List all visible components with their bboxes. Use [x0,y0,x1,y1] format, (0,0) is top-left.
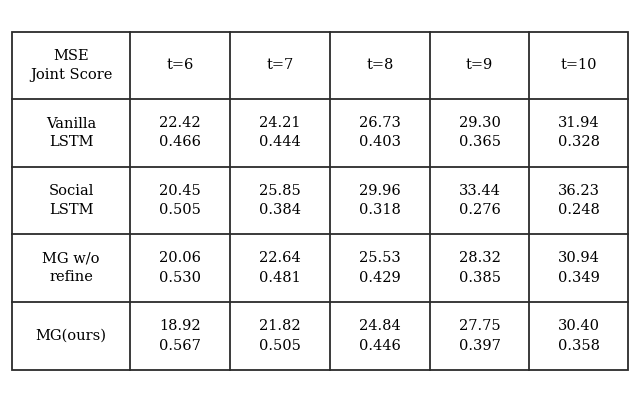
Text: Vanilla
LSTM: Vanilla LSTM [46,117,96,149]
Text: 21.82
0.505: 21.82 0.505 [259,319,301,353]
Text: 22.42
0.466: 22.42 0.466 [159,116,201,149]
Text: 28.32
0.385: 28.32 0.385 [458,251,500,285]
Text: 30.94
0.349: 30.94 0.349 [558,251,600,285]
Text: 22.64
0.481: 22.64 0.481 [259,251,301,285]
Text: Social
LSTM: Social LSTM [49,184,94,217]
Text: 24.84
0.446: 24.84 0.446 [359,319,401,353]
Text: 33.44
0.276: 33.44 0.276 [459,183,500,217]
Text: 29.30
0.365: 29.30 0.365 [458,116,500,149]
Text: 30.40
0.358: 30.40 0.358 [557,319,600,353]
Text: 20.06
0.530: 20.06 0.530 [159,251,201,285]
Text: 29.96
0.318: 29.96 0.318 [359,183,401,217]
Text: 25.85
0.384: 25.85 0.384 [259,183,301,217]
Text: t=10: t=10 [561,58,597,72]
Text: MSE
Joint Score: MSE Joint Score [30,49,113,82]
Text: 31.94
0.328: 31.94 0.328 [557,116,600,149]
Text: MG(ours): MG(ours) [36,329,107,343]
Text: t=6: t=6 [166,58,194,72]
Text: 26.73
0.403: 26.73 0.403 [359,116,401,149]
Text: t=9: t=9 [466,58,493,72]
Text: t=8: t=8 [366,58,394,72]
Text: 27.75
0.397: 27.75 0.397 [459,319,500,353]
Text: 36.23
0.248: 36.23 0.248 [557,183,600,217]
Bar [12,32,628,370]
Text: 18.92
0.567: 18.92 0.567 [159,319,201,353]
Text: MG w/o
refine: MG w/o refine [42,252,100,284]
Text: 20.45
0.505: 20.45 0.505 [159,183,201,217]
Text: t=7: t=7 [266,58,294,72]
Text: 25.53
0.429: 25.53 0.429 [359,251,401,285]
Text: 24.21
0.444: 24.21 0.444 [259,116,301,149]
